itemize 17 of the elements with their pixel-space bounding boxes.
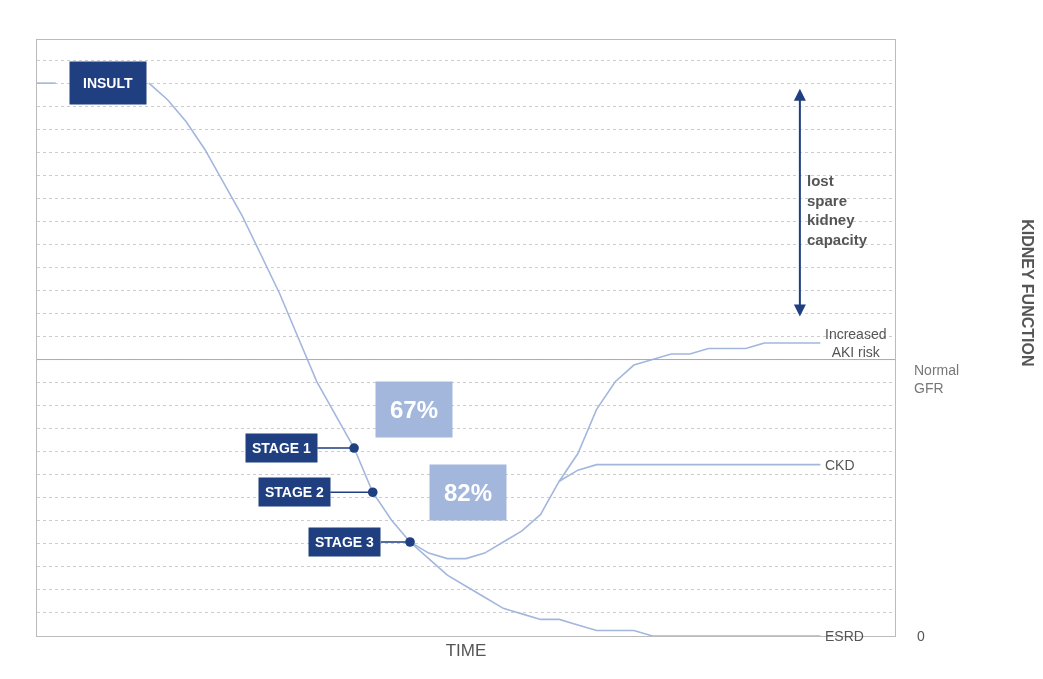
annotation: STAGE 3 — [315, 534, 375, 550]
label-tag: KIDNEY FUNCTION — [1019, 219, 1037, 367]
label-tag: lost spare kidney capacity — [807, 172, 868, 248]
x-axis-title: TIME — [445, 641, 487, 661]
label-tag: 82% — [429, 464, 507, 521]
label-tag: INSULT — [69, 61, 147, 105]
series-label: Increased AKI risk — [825, 326, 887, 361]
annotation: 67% — [390, 396, 439, 423]
ref-line-label: Normal GFR — [914, 362, 960, 397]
annotation: 82% — [444, 479, 493, 506]
label-tag: 67% — [375, 381, 453, 438]
series-label: ESRD — [825, 628, 864, 644]
label-tag: 0 — [917, 628, 925, 644]
annotation: INSULT — [83, 75, 133, 91]
annotation: STAGE 2 — [265, 484, 325, 500]
series-label: CKD — [825, 457, 855, 473]
annotation: STAGE 1 — [252, 440, 312, 456]
